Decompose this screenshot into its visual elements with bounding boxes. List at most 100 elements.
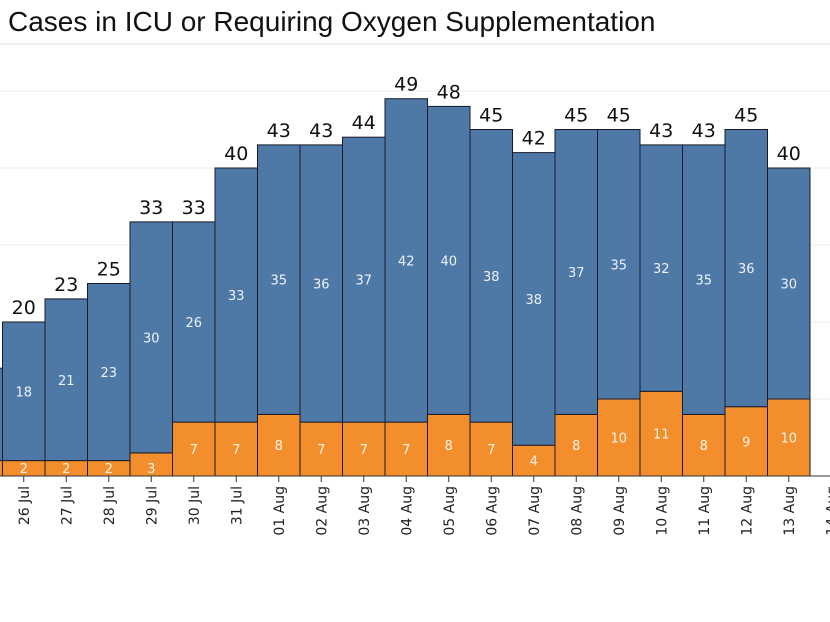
- bar-segment-blue: [44, 298, 88, 462]
- total-label: 45: [734, 105, 758, 127]
- bar-segment-blue: [597, 129, 641, 400]
- segment-label: 36: [738, 262, 755, 277]
- total-label: 45: [564, 105, 588, 127]
- segment-label: 7: [317, 443, 325, 458]
- bar-segment-orange: [172, 421, 216, 477]
- x-tick-label: 26 Jul: [17, 486, 33, 525]
- total-label: 48: [437, 81, 461, 103]
- segment-label: 10: [780, 432, 797, 447]
- segment-label: 7: [402, 443, 410, 458]
- bar-segment-blue: [384, 98, 428, 423]
- bar-segment-orange: [342, 421, 386, 477]
- x-tick-label: 09 Aug: [612, 486, 628, 536]
- total-label: 33: [182, 197, 206, 219]
- total-label: 40: [777, 143, 801, 165]
- total-label: 20: [12, 297, 36, 319]
- segment-label: 7: [232, 443, 240, 458]
- total-label: 43: [309, 120, 333, 142]
- segment-label: 26: [185, 316, 202, 331]
- bar-segment-blue: [342, 136, 386, 423]
- segment-label: 35: [695, 274, 712, 289]
- bar-segment-orange: [427, 413, 471, 477]
- segment-label: 32: [653, 262, 670, 277]
- x-tick-label: 29 Jul: [144, 486, 160, 525]
- segment-label: 7: [487, 443, 495, 458]
- x-tick-label: 12 Aug: [739, 486, 755, 536]
- segment-label: 36: [313, 278, 330, 293]
- bar-segment-orange: [639, 390, 683, 477]
- segment-label: 8: [445, 439, 453, 454]
- segment-label: 35: [610, 258, 627, 273]
- bar-segment-blue: [724, 129, 768, 408]
- total-label: 42: [522, 128, 546, 150]
- segment-label: 23: [100, 366, 117, 381]
- bar-segment-blue: [299, 144, 343, 423]
- total-label: 49: [394, 74, 418, 96]
- bar-segment-blue: [2, 321, 46, 462]
- total-label: 25: [97, 259, 121, 281]
- x-tick-label: 30 Jul: [187, 486, 203, 525]
- x-tick-label: 01 Aug: [272, 486, 288, 536]
- segment-label: 3: [147, 462, 155, 477]
- bar-segment-orange: [512, 444, 556, 477]
- total-label: 44: [352, 112, 376, 134]
- segment-label: 37: [355, 274, 372, 289]
- segment-label: 18: [15, 385, 32, 400]
- bar-segment-orange: [597, 398, 641, 477]
- x-tick-label: 14 Aug: [824, 486, 830, 536]
- segment-label: 38: [483, 270, 500, 285]
- x-tick-label: 11 Aug: [697, 486, 713, 536]
- x-tick-label: 04 Aug: [399, 486, 415, 536]
- bar-segment-blue: [639, 144, 683, 392]
- segment-label: 2: [105, 462, 113, 477]
- segment-label: 8: [572, 439, 580, 454]
- x-tick-label: 05 Aug: [442, 486, 458, 536]
- segment-label: 30: [780, 278, 797, 293]
- total-label: 43: [649, 120, 673, 142]
- bar-segment-blue: [172, 221, 216, 423]
- bar-segment-blue: [767, 167, 811, 400]
- bar-segment-blue: [512, 152, 556, 446]
- segment-label: 8: [700, 439, 708, 454]
- segment-label: 10: [610, 432, 627, 447]
- segment-label: 11: [653, 428, 670, 443]
- segment-label: 9: [742, 435, 750, 450]
- bar-segment-blue: [214, 167, 258, 423]
- bar-segment-blue: [257, 144, 301, 415]
- chart-title: Cases in ICU or Requiring Oxygen Supplem…: [8, 6, 656, 37]
- bar-segment-blue: [682, 144, 726, 415]
- segment-label: 35: [270, 274, 287, 289]
- bar-segment-orange: [554, 413, 598, 477]
- segment-label: 21: [58, 374, 75, 389]
- x-tick-label: 07 Aug: [527, 486, 543, 536]
- total-label: 40: [224, 143, 248, 165]
- segment-label: 7: [360, 443, 368, 458]
- segment-label: 8: [275, 439, 283, 454]
- bar-segment-orange: [469, 421, 513, 477]
- x-tick-label: 27 Jul: [59, 486, 75, 525]
- segment-label: 2: [62, 462, 70, 477]
- total-label: 45: [607, 105, 631, 127]
- segment-label: 40: [440, 254, 457, 269]
- x-tick-label: 08 Aug: [569, 486, 585, 536]
- segment-label: 7: [190, 443, 198, 458]
- total-label: 43: [692, 120, 716, 142]
- x-tick-label: 06 Aug: [484, 486, 500, 536]
- total-label: 43: [267, 120, 291, 142]
- bar-segment-orange: [257, 413, 301, 477]
- segment-label: 38: [525, 293, 542, 308]
- total-label: 33: [139, 197, 163, 219]
- segment-label: 2: [20, 462, 28, 477]
- segment-label: 42: [398, 254, 415, 269]
- x-tick-label: 03 Aug: [357, 486, 373, 536]
- segment-label: 30: [143, 331, 160, 346]
- x-tick-label: 02 Aug: [314, 486, 330, 536]
- total-label: 45: [479, 105, 503, 127]
- segment-label: 4: [530, 455, 538, 470]
- bar-segment-blue: [129, 221, 173, 454]
- x-tick-label: 10 Aug: [654, 486, 670, 536]
- segment-label: 33: [228, 289, 245, 304]
- total-label: 23: [54, 274, 78, 296]
- x-tick-label: 28 Jul: [102, 486, 118, 525]
